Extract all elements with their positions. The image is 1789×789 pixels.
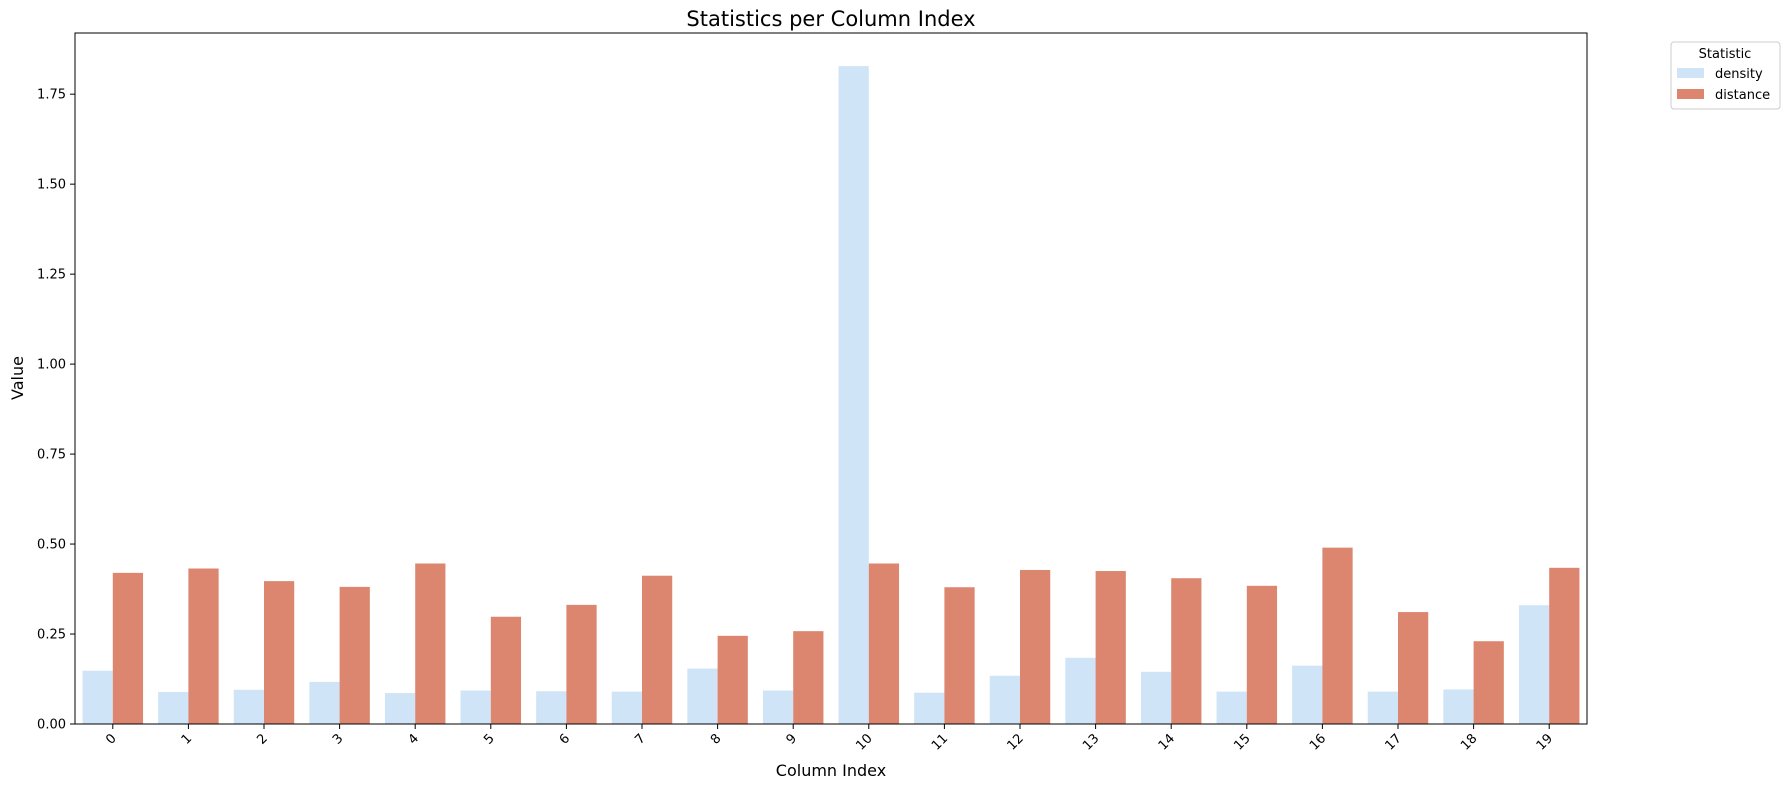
x-axis-ticks: 0 1 2 3 4 5 6 7 8 9 10 11 12 13 14 15 16 17 18 19: [103, 724, 1556, 754]
bar-distance-11: [944, 587, 975, 724]
bar-density-8: [687, 668, 718, 724]
y-tick-label: 0.00: [37, 718, 66, 733]
bar-distance-1: [188, 568, 219, 724]
y-tick-label: 1.25: [37, 268, 66, 283]
bar-density-15: [1216, 691, 1247, 724]
chart-title: Statistics per Column Index: [686, 7, 975, 31]
bar-distance-4: [415, 563, 446, 724]
plot-frame: [74, 32, 1588, 725]
x-tick-label-14: 14: [1156, 731, 1178, 753]
bar-density-18: [1443, 689, 1474, 724]
bar-distance-13: [1095, 571, 1126, 724]
x-tick-label-17: 17: [1383, 731, 1405, 753]
bar-density-5: [460, 690, 491, 724]
bar-density-0: [82, 670, 113, 724]
bar-density-2: [233, 689, 264, 724]
x-tick-label-18: 18: [1458, 731, 1480, 753]
bar-density-14: [1140, 671, 1172, 724]
legend-swatch-distance: [1677, 89, 1704, 99]
x-tick-label-1: 1: [179, 731, 195, 747]
y-axis-label: Value: [8, 356, 27, 400]
legend-label-density: density: [1715, 67, 1763, 82]
bar-distance-18: [1473, 641, 1504, 724]
y-tick-label: 1.50: [37, 178, 66, 193]
bar-distance-6: [566, 604, 597, 724]
x-tick-label-2: 2: [254, 731, 270, 747]
x-axis-label: Column Index: [776, 761, 886, 780]
bar-density-10: [838, 66, 869, 725]
bar-distance-2: [264, 581, 295, 724]
bar-density-16: [1292, 665, 1323, 724]
bar-distance-12: [1020, 569, 1051, 724]
bar-distance-19: [1549, 567, 1580, 724]
bar-density-1: [158, 691, 189, 724]
bar-distance-9: [793, 631, 824, 724]
bar-distance-10: [868, 563, 900, 724]
x-tick-label-3: 3: [330, 731, 346, 747]
bar-distance-3: [339, 586, 370, 724]
bar-density-12: [989, 675, 1020, 724]
bar-density-11: [914, 692, 945, 724]
bar-distance-15: [1246, 585, 1278, 724]
bar-distance-5: [490, 616, 522, 724]
bars-group: [82, 66, 1580, 725]
x-tick-label-15: 15: [1231, 731, 1253, 753]
bar-density-9: [762, 690, 794, 724]
y-tick-label: 0.25: [37, 628, 66, 643]
x-tick-label-5: 5: [481, 731, 497, 747]
bar-distance-7: [642, 575, 673, 724]
bar-density-17: [1367, 691, 1398, 724]
x-tick-label-9: 9: [784, 731, 800, 747]
x-tick-label-6: 6: [557, 731, 573, 747]
x-tick-label-7: 7: [632, 731, 648, 747]
bar-distance-17: [1398, 612, 1429, 724]
bar-distance-16: [1322, 547, 1353, 724]
y-tick-label: 1.00: [37, 358, 66, 373]
legend: Statistic density distance: [1670, 41, 1781, 110]
x-tick-label-0: 0: [103, 731, 119, 747]
x-tick-label-16: 16: [1307, 731, 1329, 753]
bar-density-4: [384, 693, 416, 724]
bar-distance-8: [717, 635, 748, 724]
x-tick-label-11: 11: [929, 731, 951, 753]
y-tick-label: 0.75: [37, 448, 66, 463]
legend-swatch-density: [1677, 68, 1704, 78]
bar-distance-14: [1171, 578, 1202, 724]
x-tick-label-19: 19: [1534, 731, 1556, 753]
y-tick-label: 1.75: [37, 88, 66, 103]
bar-density-19: [1518, 605, 1550, 724]
bar-distance-0: [112, 572, 144, 724]
bar-density-6: [536, 691, 567, 724]
bar-density-7: [611, 691, 642, 724]
x-tick-label-8: 8: [708, 731, 724, 747]
bar-density-13: [1065, 657, 1096, 724]
y-tick-label: 0.50: [37, 538, 66, 553]
legend-title: Statistic: [1699, 47, 1752, 62]
x-tick-label-13: 13: [1080, 731, 1102, 753]
x-tick-label-4: 4: [406, 731, 422, 747]
bar-density-3: [309, 681, 340, 724]
legend-label-distance: distance: [1715, 88, 1770, 103]
x-tick-label-10: 10: [853, 731, 875, 753]
y-axis-ticks: 0.00 0.25 0.50 0.75 1.00 1.25 1.50 1.75: [37, 88, 75, 733]
x-tick-label-12: 12: [1005, 731, 1027, 753]
